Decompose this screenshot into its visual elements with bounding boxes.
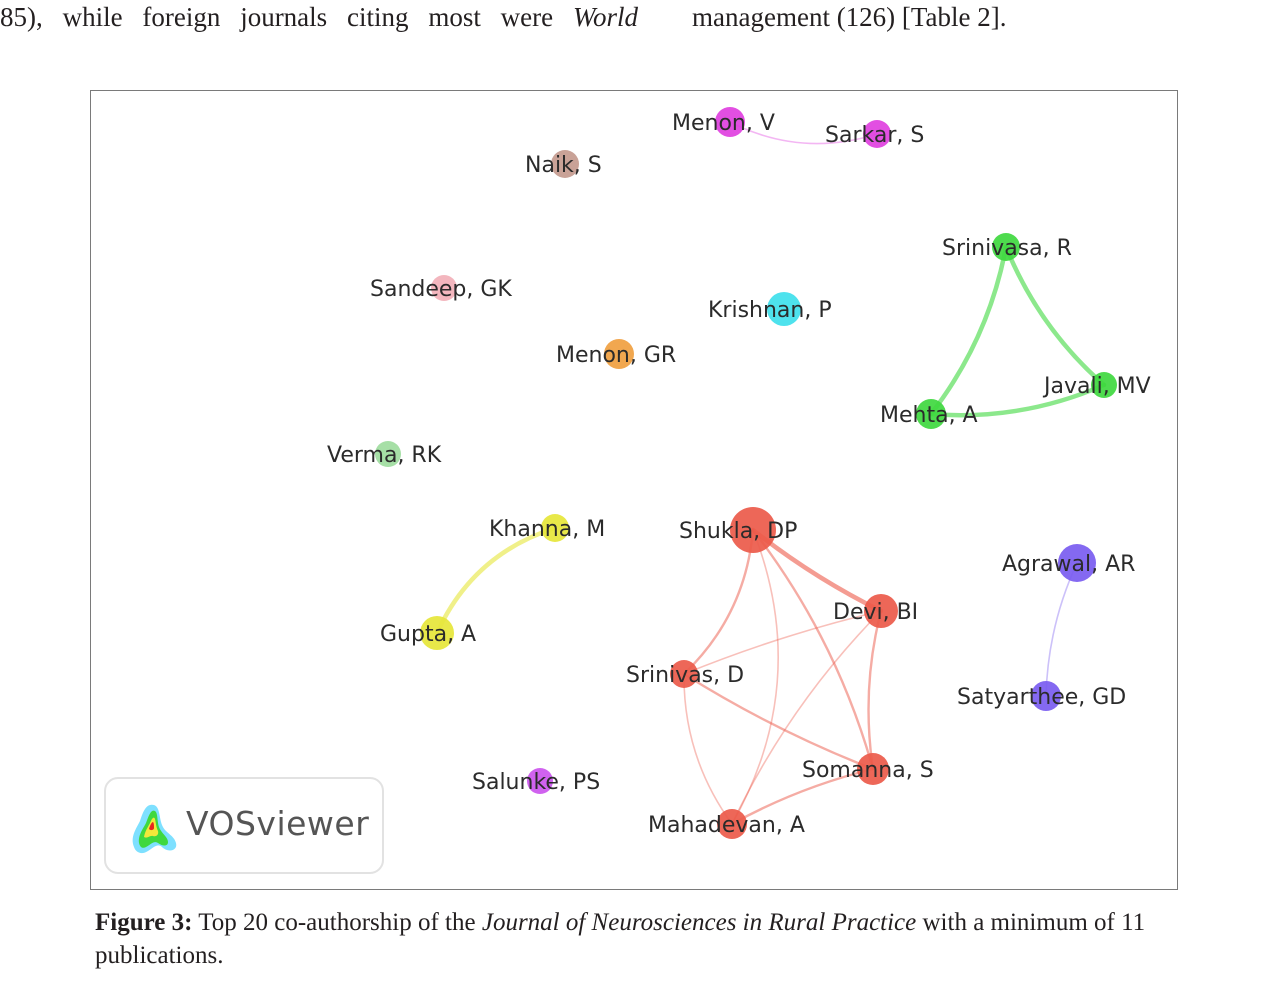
node-label-shukla-dp: Shukla, DP [679,519,797,544]
node-devi-bi [864,594,898,628]
node-label-gupta-a: Gupta, A [380,622,476,647]
edge-devi-bi-mahadevan-a [731,610,882,825]
edge-shukla-dp-somanna-s [751,528,875,771]
body-text-left-column: 85), while foreign journals citing most … [0,2,639,32]
node-label-menon-v: Menon, V [672,111,775,136]
node-label-devi-bi: Devi, BI [833,600,918,625]
node-srinivas-d [670,660,698,688]
edge-srinivasa-r-mehta-a [928,244,1009,417]
figure-caption: Figure 3: Top 20 co-authorship of the Jo… [95,909,1146,969]
edge-srinivas-d-somanna-s [682,672,875,771]
node-salunke-ps [527,768,553,794]
node-sarkar-s [863,120,891,148]
node-label-somanna-s: Somanna, S [802,758,934,783]
node-menon-v [715,107,745,137]
node-label-khanna-m: Khanna, M [489,517,605,542]
node-satyarthee-gd [1031,681,1061,711]
node-sandeep-gk [431,275,457,301]
node-label-sandeep-gk: Sandeep, GK [370,277,512,302]
edge-mehta-a-javali-mv [928,382,1107,418]
node-krishnan-p [767,292,801,326]
node-somanna-s [857,753,889,785]
body-text-right-column: management (126) [Table 2]. [692,2,1007,32]
node-label-javali-mv: Javali, MV [1042,374,1151,399]
node-label-krishnan-p: Krishnan, P [708,298,832,323]
edge-khanna-m-gupta-a [434,525,558,636]
edge-somanna-s-mahadevan-a [730,767,875,826]
node-label-agrawal-ar: Agrawal, AR [1002,552,1135,577]
node-verma-rk [375,441,401,467]
vosviewer-wordmark: VOSviewer [186,804,370,843]
node-khanna-m [541,514,569,542]
node-label-menon-gr: Menon, GR [556,343,676,368]
coauthorship-network-map: Menon, V Sarkar, S Naik, S Srinivasa, R Sand… [327,107,1151,839]
journal-title: Journal of Neurosciences in Rural Practi… [481,909,917,936]
edge-menon-v-sarkar-s [729,121,878,145]
edge-devi-bi-srinivas-d [683,610,882,675]
node-javali-mv [1091,372,1117,398]
node-label-naik-s: Naik, S [525,153,602,178]
node-label-salunke-ps: Salunke, PS [472,770,600,795]
node-label-verma-rk: Verma, RK [327,443,442,468]
edge-srinivasa-r-javali-mv [1003,244,1107,388]
node-gupta-a [420,616,454,650]
edge-agrawal-ar-satyarthee-gd [1045,562,1078,697]
vosviewer-watermark: VOSviewer [104,777,384,874]
node-label-srinivas-d: Srinivas, D [626,663,744,688]
node-agrawal-ar [1058,544,1096,582]
figure-label: Figure 3: [95,909,193,936]
node-mehta-a [916,399,946,429]
node-mahadevan-a [717,809,747,839]
node-label-mehta-a: Mehta, A [880,403,978,428]
node-naik-s [551,150,579,178]
node-label-satyarthee-gd: Satyarthee, GD [957,685,1126,710]
node-menon-gr [604,339,634,369]
edge-devi-bi-somanna-s [867,609,883,771]
edge-srinivas-d-mahadevan-a [683,673,733,825]
node-srinivasa-r [992,233,1020,261]
node-label-sarkar-s: Sarkar, S [825,123,924,148]
vosviewer-logo-icon [132,804,177,854]
node-label-srinivasa-r: Srinivasa, R [942,236,1072,261]
figure-3-network: Menon, V Sarkar, S Naik, S Srinivasa, R Sand… [90,90,1178,890]
node-shukla-dp [730,507,776,553]
node-label-mahadevan-a: Mahadevan, A [648,813,805,838]
edge-shukla-dp-mahadevan-a [731,529,779,825]
